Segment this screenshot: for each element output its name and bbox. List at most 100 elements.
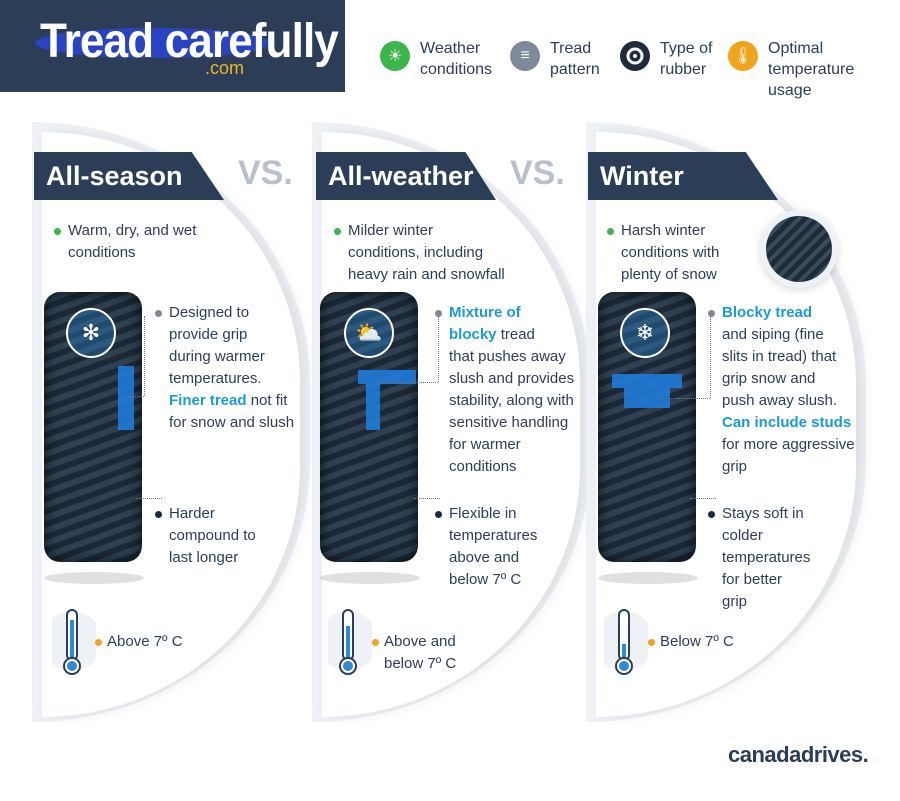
rubber-text: for better [722, 571, 783, 588]
weather-icon: ☀ [380, 41, 410, 71]
legend-label: Weather [420, 40, 481, 57]
legend-rubber: Type of rubber [620, 38, 712, 80]
tread-text: conditions [449, 458, 517, 475]
temp-text: Below 7º C [660, 633, 734, 650]
tread-pattern-icon: ≡ [510, 41, 540, 71]
rubber-bullet: Flexible in temperatures above and below… [435, 503, 537, 591]
thermometer-icon [604, 609, 648, 675]
bullet-dot [95, 639, 102, 646]
tread-highlight-text: blocky [449, 326, 497, 343]
bullet-dot [708, 511, 715, 518]
legend-label: temperature [768, 61, 855, 78]
thermometer-icon [328, 609, 372, 675]
rubber-text: Stays soft in [722, 505, 804, 522]
bullet-dot [334, 228, 341, 235]
rubber-text: compound to [169, 527, 256, 544]
tire-shadow [44, 572, 144, 584]
tread-text: provide grip [169, 326, 248, 343]
legend-weather: ☀ Weather conditions [380, 38, 492, 80]
weather-text: conditions, including [348, 244, 484, 261]
tread-highlight-text: Blocky tread [722, 304, 813, 321]
connector [136, 498, 162, 499]
rubber-text: above and [449, 549, 520, 566]
connector [660, 398, 710, 399]
legend-tread: ≡ Tread pattern [510, 38, 600, 80]
bullet-dot [54, 228, 61, 235]
rubber-text: last longer [169, 549, 239, 566]
temp-text: Above 7º C [107, 633, 183, 650]
weather-bullet: Harsh winter conditions with plenty of s… [607, 220, 719, 286]
rubber-text: colder [722, 527, 763, 544]
bullet-dot [435, 310, 442, 317]
connector [438, 316, 439, 382]
snowflake-sun-icon: ✻ [66, 308, 116, 358]
rubber-text: grip [722, 593, 748, 610]
weather-text: conditions with [621, 244, 720, 261]
rubber-text: Flexible in [449, 505, 517, 522]
tread-highlight [624, 388, 670, 408]
connector [144, 316, 145, 396]
rubber-text: below 7º C [449, 571, 522, 588]
stud-tire-closeup [760, 210, 838, 288]
weather-bullet: Milder winter conditions, including heav… [334, 220, 505, 286]
weather-text: heavy rain and snowfall [348, 266, 505, 283]
watermark-oval [35, 28, 271, 58]
bullet-dot [648, 639, 655, 646]
legend-label: Tread [550, 40, 592, 57]
weather-text: Milder winter [348, 222, 434, 239]
thermometer-icon [52, 609, 96, 675]
legend-temperature: 🌡 Optimal temperature usage [728, 38, 854, 101]
rubber-text: temperatures [449, 527, 538, 544]
bullet-dot [435, 511, 442, 518]
temp-text: below 7º C [384, 655, 457, 672]
ribbon-all-season: All-season [34, 152, 224, 200]
connector [414, 498, 440, 499]
weather-bullet: Warm, dry, and wet conditions [54, 220, 196, 264]
connector [128, 396, 144, 397]
tread-highlight-text: Mixture of [449, 304, 521, 321]
vs-label: VS. [238, 154, 293, 192]
tread-bullet: Designed to provide grip during warmer t… [155, 302, 294, 434]
tread-text: not fit [250, 392, 288, 409]
bullet-dot [708, 310, 715, 317]
tread-text: Designed to [169, 304, 250, 321]
tread-bullet: Blocky tread and siping (fine slits in t… [708, 302, 855, 478]
tread-text: sensitive handling [449, 414, 569, 431]
legend-label: conditions [420, 61, 493, 78]
tread-text: stability, along with [449, 392, 574, 409]
tread-text: and siping (fine [722, 326, 824, 343]
weather-text: conditions [68, 244, 136, 261]
connector [382, 382, 438, 383]
tread-text: that pushes away [449, 348, 566, 365]
legend-label: rubber [660, 61, 707, 78]
temp-bullet: Above 7º C [95, 631, 183, 653]
tread-text: slush and provides [449, 370, 575, 387]
weather-text: plenty of snow [621, 266, 717, 283]
tread-text: grip [722, 458, 748, 475]
thermometer-icon: 🌡 [728, 41, 758, 71]
sun-cloud-icon: ⛅ [344, 308, 394, 358]
tread-highlight [358, 370, 416, 384]
tread-text: temperatures. [169, 370, 262, 387]
connector [690, 498, 716, 499]
tread-highlight-text: Finer tread [169, 392, 247, 409]
rubber-bullet: Stays soft in colder temperatures for be… [708, 503, 810, 613]
snowflake-icon: ❄ [620, 308, 670, 358]
tread-text: during warmer [169, 348, 265, 365]
tread-highlight [612, 374, 682, 388]
brand-logo: canadadrives. [728, 742, 869, 767]
temp-bullet: Below 7º C [648, 631, 734, 653]
rubber-icon [620, 41, 650, 71]
legend-label: Type of [660, 40, 713, 57]
bullet-dot [155, 310, 162, 317]
tread-text: slits in tread) that [722, 348, 837, 365]
tread-highlight [366, 384, 380, 430]
tire-shadow [320, 572, 420, 584]
legend-label: pattern [550, 61, 600, 78]
ribbon-all-weather: All-weather [316, 152, 496, 200]
bullet-dot [372, 639, 379, 646]
tread-highlight-text: Can include studs [722, 414, 852, 431]
tread-highlight [118, 366, 134, 430]
tread-text: push away slush. [722, 392, 838, 409]
temp-bullet: Above and below 7º C [372, 631, 456, 675]
